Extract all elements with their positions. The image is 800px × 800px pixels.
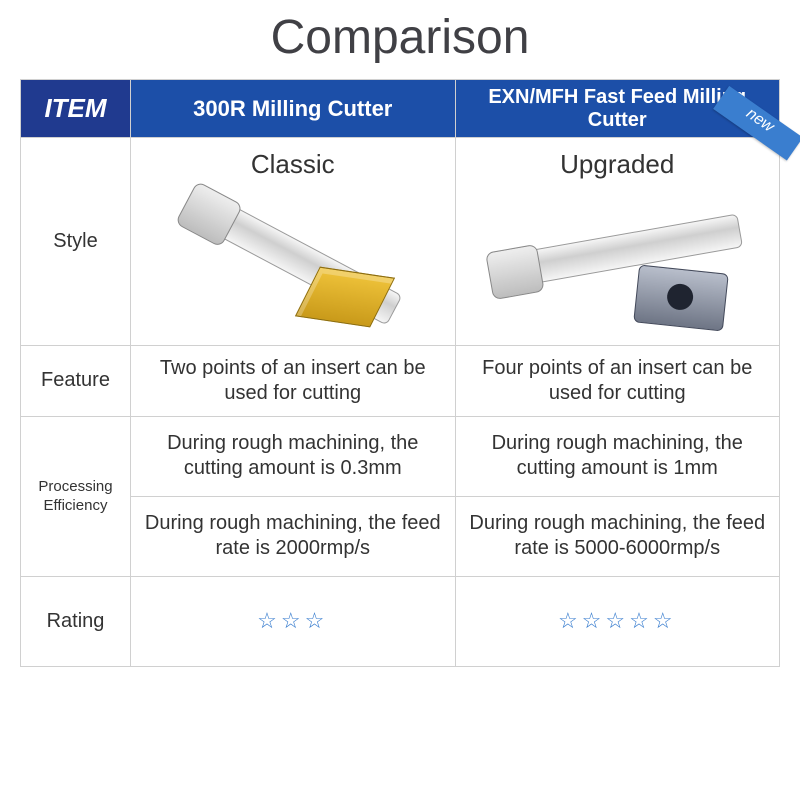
processing-cut-col1: During rough machining, the cutting amou… [131, 416, 456, 496]
processing-feed-col1: During rough machining, the feed rate is… [131, 496, 456, 576]
page-title: Comparison [20, 10, 780, 65]
header-item: ITEM [21, 80, 131, 138]
feature-col1: Two points of an insert can be used for … [131, 345, 456, 416]
rating-col2: ☆☆☆☆☆ [455, 576, 780, 666]
style-col2-heading: Upgraded [464, 148, 772, 181]
product-image-upgraded [464, 185, 772, 335]
row-label-rating: Rating [21, 576, 131, 666]
star-icon: ☆☆☆ [257, 608, 328, 633]
feature-col2: Four points of an insert can be used for… [455, 345, 780, 416]
row-label-feature: Feature [21, 345, 131, 416]
row-feature: Feature Two points of an insert can be u… [21, 345, 780, 416]
style-col1-heading: Classic [139, 148, 447, 181]
header-col1: 300R Milling Cutter [131, 80, 456, 138]
row-style: Style Classic new Upgraded [21, 138, 780, 346]
gray-insert-icon [633, 264, 729, 331]
row-processing-cut: Processing Efficiency During rough machi… [21, 416, 780, 496]
row-rating: Rating ☆☆☆ ☆☆☆☆☆ [21, 576, 780, 666]
comparison-infographic: Comparison ITEM 300R Milling Cutter EXN/… [0, 0, 800, 687]
star-icon: ☆☆☆☆☆ [558, 608, 677, 633]
product-image-classic [139, 185, 447, 335]
row-label-processing: Processing Efficiency [21, 416, 131, 576]
processing-cut-col2: During rough machining, the cutting amou… [455, 416, 780, 496]
rating-col1: ☆☆☆ [131, 576, 456, 666]
table-header: ITEM 300R Milling Cutter EXN/MFH Fast Fe… [21, 80, 780, 138]
row-processing-feed: During rough machining, the feed rate is… [21, 496, 780, 576]
row-label-style: Style [21, 138, 131, 346]
processing-label-line2: Efficiency [44, 497, 108, 514]
style-col2: new Upgraded [455, 138, 780, 346]
comparison-table: ITEM 300R Milling Cutter EXN/MFH Fast Fe… [20, 79, 780, 667]
processing-label-line1: Processing [38, 478, 112, 495]
style-col1: Classic [131, 138, 456, 346]
processing-feed-col2: During rough machining, the feed rate is… [455, 496, 780, 576]
